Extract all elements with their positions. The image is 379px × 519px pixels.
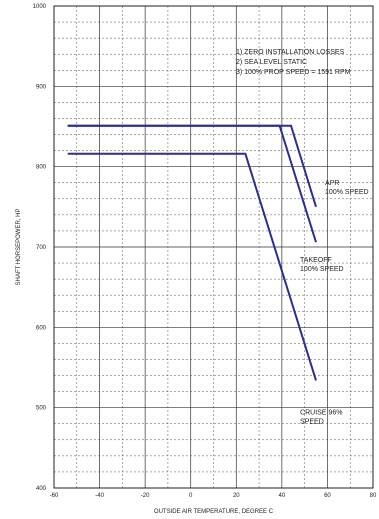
series-label: TAKEOFF — [300, 257, 332, 264]
x-tick-label: -20 — [141, 493, 150, 499]
x-tick-label: -40 — [95, 493, 104, 499]
x-tick-label: 60 — [324, 493, 331, 499]
series-line — [67, 152, 317, 381]
x-tick-label: 80 — [370, 493, 377, 499]
y-tick-labels: 400 500 600 700 800 900 1000 — [33, 4, 47, 492]
y-tick-label: 400 — [36, 486, 47, 492]
series-label: SPEED — [300, 418, 324, 425]
series-labels: APR 100% SPEED TAKEOFF 100% SPEED CRUISE 96%… — [300, 180, 369, 426]
x-axis-title: OUTSIDE AIR TEMPERATURE, DEGREE C — [154, 509, 274, 515]
x-tick-label: -60 — [50, 493, 59, 499]
series-line — [67, 124, 317, 208]
y-tick-label: 700 — [36, 245, 47, 251]
y-tick-label: 1000 — [33, 4, 47, 10]
y-axis-title: SHAFT HORSEPOWER, HP — [16, 209, 22, 286]
y-tick-label: 800 — [36, 165, 47, 171]
y-tick-label: 600 — [36, 325, 47, 331]
series-label: 100% SPEED — [325, 189, 369, 196]
x-tick-label: 40 — [279, 493, 286, 499]
x-tick-label: 0 — [189, 493, 193, 499]
series-label: CRUISE 96% — [300, 409, 342, 416]
series-lines — [67, 124, 317, 381]
note-line: 2) SEA LEVEL STATIC — [236, 59, 307, 66]
series-line — [67, 124, 317, 243]
x-tick-labels: -60 -40 -20 0 20 40 60 80 — [50, 493, 377, 499]
major-grid — [54, 6, 373, 488]
y-tick-label: 500 — [36, 406, 47, 412]
series-label: 100% SPEED — [300, 266, 344, 273]
x-tick-label: 20 — [233, 493, 240, 499]
note-line: 3) 100% PROP SPEED = 1591 RPM — [236, 69, 351, 76]
y-tick-label: 900 — [36, 84, 47, 90]
plot-frame — [53, 5, 374, 489]
series-label: APR — [325, 180, 339, 187]
note-line: 1) ZERO INSTALLATION LOSSES — [236, 49, 345, 56]
notes-block: 1) ZERO INSTALLATION LOSSES 2) SEA LEVEL … — [236, 49, 351, 76]
